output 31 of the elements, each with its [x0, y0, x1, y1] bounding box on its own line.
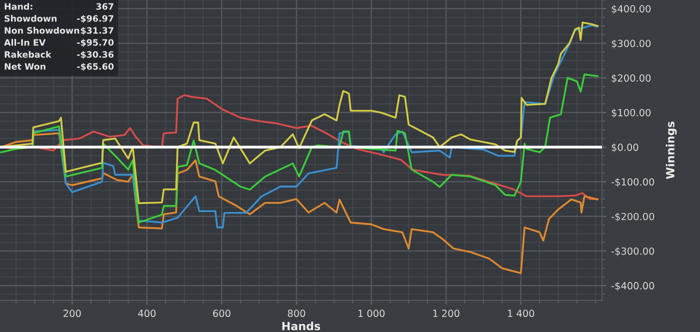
y-tick-label: -$300.00 [612, 247, 654, 256]
x-axis-title: Hands [282, 322, 320, 330]
annotation: 367 [96, 3, 114, 10]
annotation: -$95.70 [77, 39, 114, 47]
annotation: Rakeback [4, 51, 52, 58]
annotation: All-In EV [4, 39, 46, 46]
x-tick-label: 1 000 [358, 310, 385, 318]
y-axis-title: Winnings [666, 122, 677, 179]
annotation: -$96.97 [77, 15, 114, 23]
y-tick-label: -$100.00 [612, 178, 654, 187]
annotation: Non Showdown [4, 27, 80, 34]
y-tick-label: $300.00 [612, 40, 651, 48]
y-tick-label: -$200.00 [612, 212, 654, 222]
y-tick-label: $200.00 [612, 74, 651, 84]
x-tick-label: 200 [64, 310, 81, 318]
annotation: Hand: [4, 3, 32, 10]
x-tick-label: 400 [138, 310, 156, 318]
y-tick-label: $100.00 [612, 108, 651, 118]
x-tick-label: 1 200 [433, 310, 460, 318]
y-tick-label: $400.00 [612, 4, 651, 14]
x-tick-label: 600 [213, 310, 230, 318]
y-tick-label: $0.00 [612, 143, 638, 152]
y-tick-label: -$400.00 [612, 282, 654, 291]
x-tick-label: 1 400 [508, 310, 534, 318]
annotation: -$30.36 [77, 51, 114, 59]
x-tick-label: 800 [288, 310, 306, 318]
line-series [0, 74, 598, 224]
annotation: -$65.60 [77, 63, 114, 71]
annotation: $31.37 [80, 27, 114, 35]
annotation: Showdown [4, 15, 57, 22]
annotation: Net Won [4, 63, 46, 70]
